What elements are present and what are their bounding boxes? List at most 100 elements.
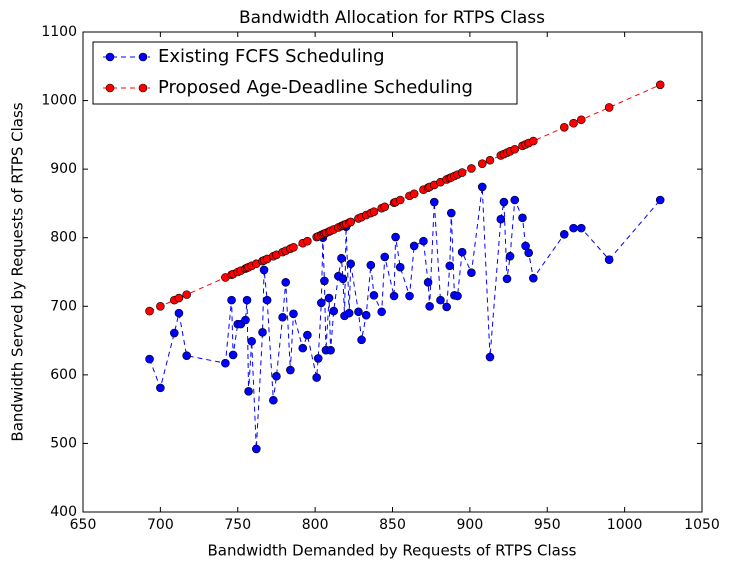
- point: [395, 195, 405, 205]
- legend-box: [92, 41, 518, 105]
- y-tick-label: 900: [50, 161, 77, 177]
- legend-marker: [105, 83, 115, 93]
- point: [182, 290, 191, 299]
- point: [170, 328, 179, 338]
- point: [377, 307, 386, 317]
- point: [485, 155, 495, 165]
- point: [313, 354, 323, 363]
- point: [405, 291, 414, 301]
- point: [303, 236, 312, 246]
- point: [419, 236, 428, 246]
- x-tick-label: 850: [379, 517, 406, 533]
- point: [145, 354, 154, 364]
- x-tick-label: 750: [224, 517, 251, 533]
- y-axis-label: Bandwidth Served by Requests of RTPS Cla…: [9, 102, 27, 441]
- point: [477, 182, 487, 192]
- point: [259, 265, 269, 275]
- point: [529, 136, 538, 146]
- y-tick-label: 800: [50, 230, 77, 246]
- point: [337, 253, 346, 263]
- point: [369, 291, 379, 300]
- point: [182, 351, 191, 360]
- point: [499, 197, 509, 207]
- point: [576, 223, 586, 233]
- point: [269, 395, 278, 405]
- point: [457, 247, 467, 257]
- point: [338, 274, 348, 284]
- point: [477, 159, 487, 168]
- x-tick-label: 650: [70, 517, 97, 533]
- x-tick-label: 950: [534, 517, 561, 533]
- point: [258, 328, 267, 337]
- point: [467, 164, 476, 173]
- legend-marker: [138, 83, 148, 93]
- point: [286, 365, 295, 375]
- point: [518, 213, 527, 223]
- point: [221, 358, 230, 368]
- point: [380, 202, 390, 212]
- point: [409, 189, 419, 199]
- point: [241, 315, 250, 325]
- point: [524, 248, 533, 258]
- series-line: [149, 186, 661, 449]
- point: [569, 223, 578, 233]
- point: [505, 251, 515, 261]
- point: [247, 336, 256, 346]
- point: [453, 291, 462, 301]
- point: [391, 232, 400, 242]
- point: [502, 274, 512, 284]
- point: [655, 80, 665, 90]
- point: [395, 262, 405, 272]
- legend-marker: [105, 52, 115, 62]
- point: [529, 273, 538, 283]
- point: [369, 207, 379, 216]
- legend: Existing FCFS Scheduling Proposed Age-Dea…: [92, 41, 518, 105]
- y-tick-label: 1000: [41, 93, 77, 109]
- point: [252, 444, 261, 454]
- x-tick-label: 900: [457, 517, 484, 533]
- x-tick-label: 1050: [684, 517, 720, 533]
- point: [436, 295, 445, 305]
- y-tick-label: 400: [50, 504, 77, 520]
- point: [174, 308, 184, 318]
- chart-title: Bandwidth Allocation for RTPS Class: [239, 8, 545, 28]
- point: [298, 343, 308, 353]
- legend-label: Existing FCFS Scheduling: [158, 46, 385, 67]
- point: [272, 371, 281, 381]
- point: [457, 168, 467, 177]
- point: [354, 307, 363, 317]
- point: [467, 268, 476, 277]
- point: [278, 312, 287, 322]
- point: [604, 255, 614, 264]
- point: [389, 291, 399, 301]
- x-axis-label: Bandwidth Demanded by Requests of RTPS C…: [208, 542, 577, 560]
- point: [510, 195, 520, 205]
- point: [357, 335, 366, 345]
- point: [569, 118, 578, 128]
- point: [227, 295, 236, 305]
- point: [289, 243, 298, 252]
- y-tick-label: 600: [50, 367, 77, 383]
- point: [317, 298, 326, 308]
- point: [289, 309, 298, 319]
- point: [344, 308, 354, 318]
- point: [655, 195, 665, 205]
- point: [228, 350, 238, 360]
- x-tick-label: 800: [302, 517, 329, 533]
- point: [366, 260, 376, 270]
- point: [324, 293, 334, 303]
- point: [346, 259, 356, 269]
- point: [303, 330, 312, 340]
- x-tick-label: 1000: [607, 517, 643, 533]
- point: [361, 310, 371, 320]
- point: [281, 277, 291, 287]
- point: [174, 293, 184, 303]
- point: [510, 144, 520, 154]
- point: [445, 261, 455, 271]
- point: [409, 241, 419, 251]
- point: [423, 277, 433, 287]
- point: [145, 306, 154, 316]
- point: [559, 123, 569, 132]
- point: [156, 301, 165, 311]
